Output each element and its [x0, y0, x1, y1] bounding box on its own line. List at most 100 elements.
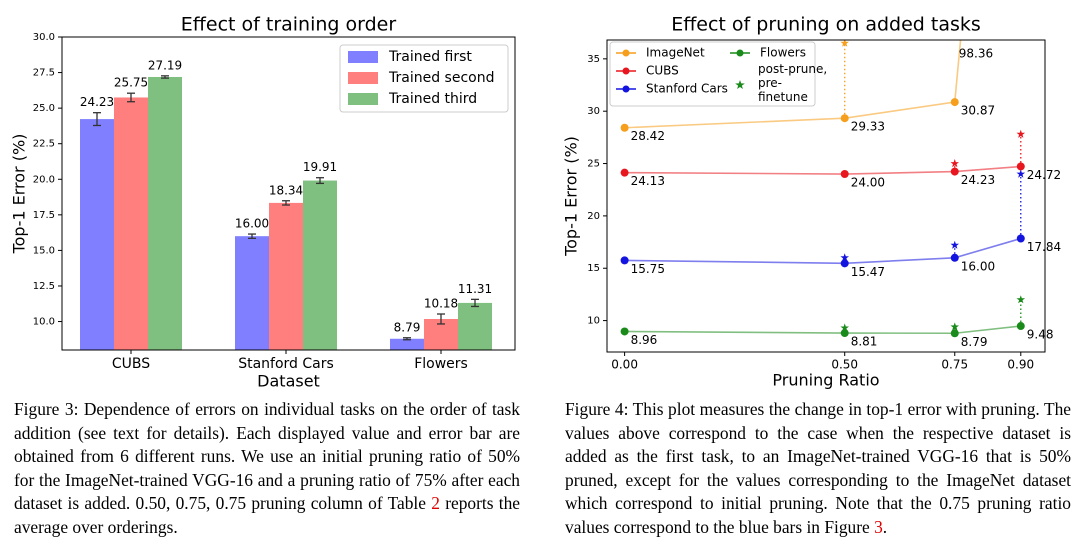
caption: Figure 3: Dependence of errors on indivi… — [14, 398, 520, 540]
data-label: 98.36 — [959, 47, 993, 61]
data-label: 8.79 — [394, 320, 421, 334]
bar — [114, 97, 148, 350]
data-label: 24.00 — [851, 176, 885, 190]
table-ref[interactable]: 2 — [431, 493, 440, 514]
x-axis-label: Dataset — [257, 372, 320, 391]
post-prune-star — [1016, 295, 1026, 304]
series-line — [624, 40, 962, 129]
point — [840, 259, 849, 268]
x-tick-label: 0.00 — [611, 358, 638, 372]
legend-swatch — [348, 93, 378, 105]
data-label: 15.75 — [631, 262, 665, 276]
caption-text: Figure 3: Dependence of errors on indivi… — [14, 399, 520, 514]
legend-label: ImageNet — [646, 46, 705, 60]
point — [1016, 162, 1025, 171]
data-label: 24.23 — [80, 95, 114, 109]
y-tick-label: 25 — [587, 159, 600, 170]
post-prune-star — [1016, 169, 1026, 178]
data-label: 17.84 — [1027, 240, 1061, 254]
post-prune-star — [1016, 129, 1026, 138]
legend-marker — [735, 80, 745, 89]
legend-label: Trained first — [388, 49, 472, 65]
plot-area — [620, 40, 1026, 338]
post-prune-star — [840, 253, 849, 262]
data-label: 16.00 — [961, 259, 995, 273]
y-tick-label: 25.0 — [33, 103, 55, 114]
point — [1016, 234, 1025, 243]
bar — [390, 338, 424, 350]
point — [620, 327, 629, 336]
y-tick-label: 27.5 — [33, 68, 55, 79]
legend-label: Trained second — [388, 70, 494, 86]
legend-swatch — [348, 51, 378, 63]
legend-label-box: post-prune, pre-finetune error — [758, 62, 828, 108]
y-axis-label: Top-1 Error (%) — [562, 136, 581, 257]
legend-label: Trained third — [388, 91, 477, 107]
y-tick-label: 35 — [587, 54, 600, 65]
chart-title: Effect of training order — [181, 14, 397, 36]
plot-frame — [606, 39, 1046, 353]
data-label: 24.13 — [631, 174, 665, 188]
y-axis-label: Top-1 Error (%) — [10, 134, 29, 255]
bar — [148, 76, 182, 350]
y-tick-label: 30 — [587, 106, 600, 117]
data-label: 18.34 — [269, 183, 303, 197]
point — [840, 329, 849, 338]
point — [950, 98, 959, 107]
data-label: 10.18 — [424, 297, 458, 311]
point — [620, 123, 629, 132]
data-label: 24.23 — [961, 173, 995, 187]
point — [620, 168, 629, 177]
x-axis-label: Pruning Ratio — [772, 371, 879, 390]
legend-label: post-prune, pre-finetune error — [758, 62, 828, 108]
caption-text: reports the average over orderings. — [14, 493, 520, 537]
post-prune-star — [950, 322, 959, 331]
x-tick-label: 0.50 — [831, 358, 858, 372]
y-tick-label: 22.5 — [33, 139, 55, 150]
data-label: 8.96 — [631, 333, 658, 347]
series-line — [624, 237, 1022, 265]
x-tick-label: CUBS — [112, 356, 150, 372]
caption: Figure 4: This plot measures the change … — [565, 398, 1071, 540]
x-tick-label: Stanford Cars — [238, 356, 334, 372]
legend-box — [609, 41, 816, 107]
data-label: 29.33 — [851, 120, 885, 134]
data-label: 30.87 — [961, 104, 995, 118]
bar — [269, 202, 303, 350]
plot-frame — [61, 36, 516, 351]
caption-text: . — [882, 516, 888, 537]
legend-label: Flowers — [760, 46, 806, 60]
legend-marker — [736, 49, 744, 57]
y-tick-label: 10 — [587, 316, 600, 327]
legend-label: CUBS — [646, 64, 679, 78]
post-prune-star — [840, 323, 849, 332]
data-label: 11.31 — [458, 282, 492, 296]
legend-marker — [622, 85, 630, 93]
data-label: 9.48 — [1027, 328, 1054, 342]
y-tick-label: 15 — [587, 263, 600, 274]
bar — [458, 302, 492, 350]
y-tick-label: 17.5 — [33, 210, 55, 221]
legend-marker — [622, 67, 630, 75]
x-tick-label: Flowers — [414, 356, 468, 372]
figure-ref[interactable]: 3 — [874, 516, 883, 537]
y-tick-label: 20.0 — [33, 174, 55, 185]
bar — [80, 119, 114, 350]
chart-title: Effect of pruning on added tasks — [671, 14, 981, 36]
y-tick-label: 10.0 — [33, 317, 55, 328]
data-label: 24.72 — [1027, 168, 1061, 182]
x-tick-label: 0.75 — [941, 358, 968, 372]
data-label: 25.75 — [114, 76, 148, 90]
data-label: 27.19 — [148, 58, 182, 72]
point — [840, 170, 849, 179]
point — [1016, 322, 1025, 331]
point — [950, 167, 959, 176]
y-tick-label: 12.5 — [33, 281, 55, 292]
figures: Effect of training order Top-1 Error (%) D… — [10, 14, 1062, 391]
series-line — [624, 325, 1021, 335]
data-label: 8.79 — [961, 335, 988, 349]
caption-text: Figure 4: This plot measures the change … — [565, 399, 1071, 537]
legend-marker — [622, 49, 630, 57]
point — [840, 114, 849, 123]
